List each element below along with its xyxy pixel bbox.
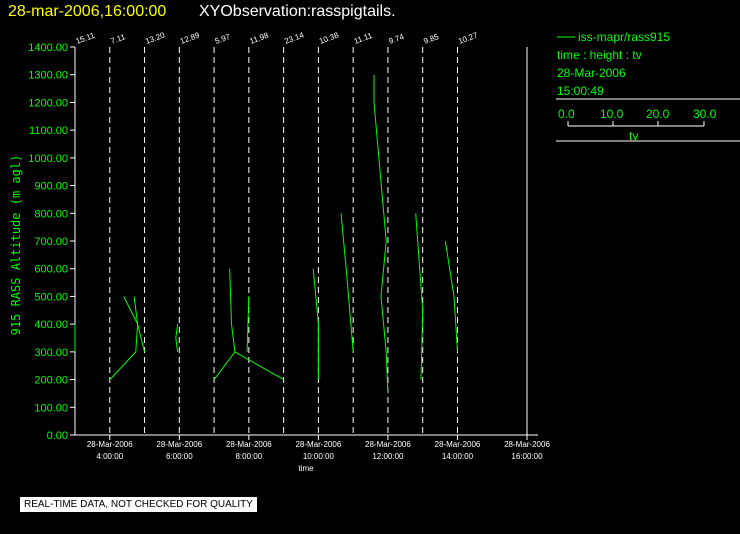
y-tick-label: 1300.00 [28,70,68,82]
profile-value-label: 23.14 [283,30,305,45]
profile-value-label: 15.11 [75,31,97,46]
x-tick-time: 12:00:00 [372,452,404,461]
profile-trace [246,296,250,352]
x-axis-label: time [298,464,314,473]
x-tick-time: 14:00:00 [442,452,474,461]
y-tick-label: 900.00 [34,181,68,193]
y-tick-label: 0.00 [47,430,68,442]
profile-trace [234,351,284,381]
x-tick-date: 28-Mar-2006 [295,440,341,449]
x-tick-date: 28-Mar-2006 [365,440,411,449]
profile-value-label: 12.89 [179,30,201,45]
profile-value-label: 7.11 [109,32,127,46]
legend-line-3: 28-Mar-2006 [557,66,626,80]
legend-line-2: time : height : tv [557,48,642,62]
profile-value-label: 11.11 [353,31,374,46]
x-tick-time: 4:00:00 [96,452,123,461]
profile-value-label: 9.74 [388,32,406,46]
y-tick-labels: 0.00 100.00 200.00 300.00 400.00 500.00 600.00… [28,42,75,442]
profile-value-label: 10.38 [318,30,340,45]
title-datetime: 28-mar-2006,16:00:00 [8,3,167,20]
title-bar: 28-mar-2006,16:00:00 XYObservation:rassp… [0,0,740,24]
profile-value-label: 11.98 [248,31,270,46]
profile-trace [373,74,389,394]
profile-trace [415,213,424,380]
x-tick-date: 28-Mar-2006 [87,440,133,449]
y-tick-label: 200.00 [34,375,68,387]
y-tick-label: 600.00 [34,264,68,276]
x-tick-labels: 28-Mar-2006 4:00:00 28-Mar-2006 6:00:00 28-M… [87,435,550,461]
profile-trace [340,213,354,352]
x-tick-time: 6:00:00 [166,452,193,461]
y-tick-label: 1100.00 [29,125,68,137]
profile-trace [109,296,139,380]
y-tick-label: 1400.00 [28,42,68,54]
x-tick-time: 10:00:00 [303,452,335,461]
quality-disclaimer: REAL-TIME DATA, NOT CHECKED FOR QUALITY [20,497,257,512]
y-tick-label: 300.00 [34,347,68,359]
y-axis-label: 915 RASS Altitude (m agl) [9,155,23,336]
profile-value-label: 13.20 [144,30,166,45]
y-tick-label: 700.00 [34,236,68,248]
y-tick-label: 100.00 [34,402,68,414]
colorbar-tick-label: 20.0 [646,107,670,121]
y-tick-label: 1200.00 [28,97,68,109]
x-tick-date: 28-Mar-2006 [504,440,550,449]
profile-value-label: 9.85 [422,32,440,46]
x-tick-date: 28-Mar-2006 [435,440,481,449]
x-tick-time: 16:00:00 [511,452,543,461]
profile-value-labels: 15.11 7.11 13.20 12.89 5.97 11.98 23.14 10.38 11… [75,30,480,45]
y-tick-label: 500.00 [34,291,68,303]
legend-series-name: iss-mapr/rass915 [578,30,671,44]
y-tick-label: 1000.00 [28,153,68,165]
x-tick-time: 8:00:00 [235,452,262,461]
x-tick-date: 28-Mar-2006 [226,440,272,449]
profile-trace [133,296,145,353]
colorbar-tick-label: 0.0 [558,107,575,121]
legend-panel: iss-mapr/rass915 time : height : tv 28-M… [556,28,740,144]
profile-baselines [74,47,528,435]
profile-trace [312,268,319,380]
profile-trace [213,268,236,380]
y-tick-label: 400.00 [34,319,68,331]
title-observation: XYObservation:rasspigtails. [199,3,396,20]
legend-line-4: 15:00:49 [557,84,604,98]
legend-graphics [556,36,740,142]
profile-value-label: 10.27 [457,30,479,45]
profile-value-label: 5.97 [214,32,232,46]
colorbar-label: tv [629,129,639,143]
x-tick-date: 28-Mar-2006 [156,440,202,449]
profile-trace [175,324,179,352]
colorbar-tick-label: 30.0 [693,107,717,121]
colorbar-tick-label: 10.0 [600,107,624,121]
data-series [74,74,458,394]
profile-trace [444,240,458,352]
y-tick-label: 800.00 [34,208,68,220]
